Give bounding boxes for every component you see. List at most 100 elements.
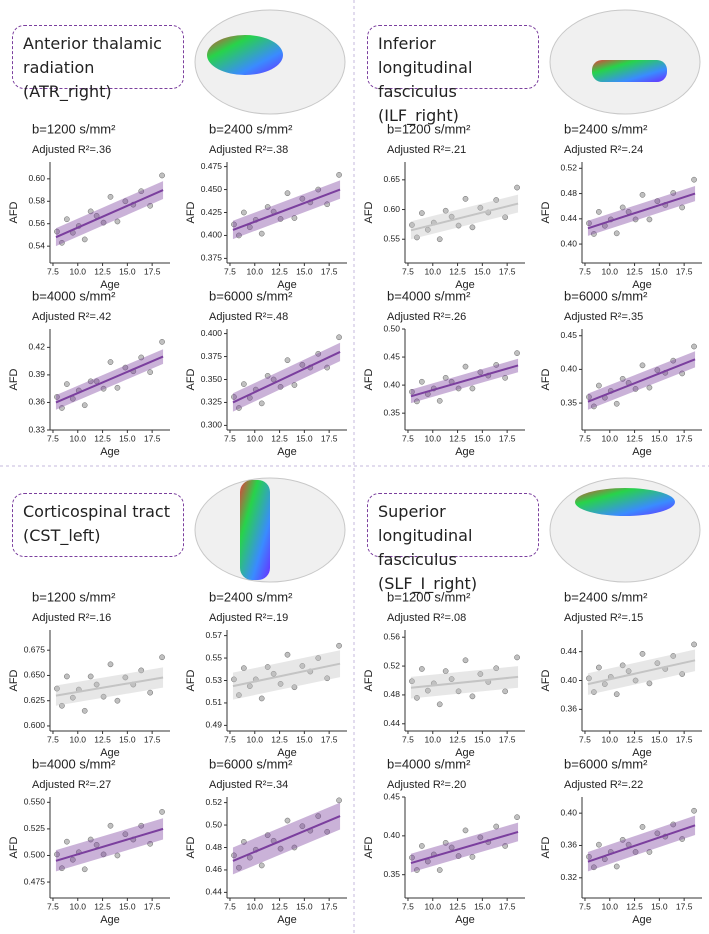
- x-axis-label: Age: [455, 914, 475, 926]
- x-tick-label: 7.5: [224, 266, 236, 276]
- data-point: [264, 372, 271, 379]
- data-point: [54, 394, 60, 400]
- chart-subtitle: Adjusted R²=.16: [32, 612, 111, 624]
- data-point: [147, 202, 154, 209]
- x-tick-label: 7.5: [224, 734, 236, 744]
- data-point: [477, 204, 484, 211]
- data-point: [291, 382, 298, 388]
- x-tick-label: 10.0: [424, 734, 441, 744]
- data-point: [469, 385, 476, 392]
- x-axis-label: Age: [277, 279, 297, 291]
- data-point: [93, 378, 100, 385]
- data-point: [241, 209, 247, 216]
- x-tick-label: 10.0: [69, 266, 86, 276]
- x-tick-label: 15.0: [651, 734, 668, 744]
- data-point: [81, 402, 88, 409]
- x-tick-label: 17.5: [144, 734, 161, 744]
- data-point: [419, 843, 425, 849]
- y-tick-label: 0.60: [383, 204, 400, 214]
- data-point: [493, 197, 500, 203]
- data-point: [159, 172, 165, 179]
- data-point: [632, 386, 639, 392]
- x-tick-label: 10.0: [69, 734, 86, 744]
- y-tick-label: 0.42: [28, 342, 45, 352]
- x-tick-label: 15.0: [119, 433, 136, 443]
- y-tick-label: 0.50: [383, 323, 400, 333]
- data-point: [679, 370, 686, 377]
- y-tick-label: 0.48: [205, 842, 222, 852]
- x-tick-label: 17.5: [321, 901, 338, 911]
- tract-label: Anterior thalamic radiation (ATR_right): [12, 25, 184, 101]
- y-tick-label: 0.425: [201, 207, 223, 217]
- data-point: [114, 218, 121, 225]
- y-tick-label: 0.52: [205, 797, 222, 807]
- data-point: [632, 849, 639, 855]
- data-point: [654, 198, 661, 204]
- x-tick-label: 15.0: [296, 266, 313, 276]
- x-tick-label: 12.5: [449, 734, 466, 744]
- data-point: [236, 232, 242, 239]
- data-point: [462, 827, 469, 834]
- data-point: [107, 193, 114, 200]
- y-tick-label: 0.650: [24, 670, 46, 680]
- data-point: [336, 334, 342, 341]
- chart-title: b=2400 s/mm²: [564, 121, 648, 136]
- data-point: [455, 222, 462, 229]
- data-point: [64, 673, 70, 680]
- y-tick-label: 0.52: [383, 660, 400, 670]
- x-tick-label: 15.0: [119, 266, 136, 276]
- data-point: [586, 853, 592, 860]
- chart-title: b=1200 s/mm²: [32, 589, 116, 604]
- data-point: [270, 670, 277, 677]
- data-point: [596, 382, 602, 389]
- data-point: [502, 688, 509, 695]
- chart-subtitle: Adjusted R²=.19: [209, 612, 288, 624]
- x-tick-label: 10.0: [246, 433, 263, 443]
- data-point: [100, 385, 107, 392]
- y-tick-label: 0.56: [383, 631, 400, 641]
- x-tick-label: 15.0: [119, 734, 136, 744]
- x-tick-label: 12.5: [449, 901, 466, 911]
- data-point: [69, 856, 76, 863]
- data-point: [258, 230, 265, 237]
- y-tick-label: 0.325: [201, 397, 223, 407]
- data-point: [291, 684, 298, 691]
- y-tick-label: 0.49: [205, 720, 222, 730]
- x-tick-label: 17.5: [144, 433, 161, 443]
- y-tick-label: 0.45: [383, 791, 400, 801]
- chart-title: b=6000 s/mm²: [564, 288, 648, 303]
- fit-line: [55, 189, 164, 239]
- y-tick-label: 0.450: [201, 184, 223, 194]
- x-tick-label: 17.5: [499, 266, 516, 276]
- data-point: [336, 172, 342, 178]
- data-point: [409, 678, 415, 685]
- chart-subtitle: Adjusted R²=.36: [32, 144, 111, 156]
- data-point: [639, 362, 646, 369]
- data-point: [462, 363, 469, 370]
- x-tick-label: 15.0: [296, 433, 313, 443]
- brain-image: [549, 9, 701, 115]
- chart-subtitle: Adjusted R²=.48: [209, 311, 288, 323]
- y-tick-label: 0.51: [205, 697, 222, 707]
- y-tick-label: 0.400: [201, 230, 223, 240]
- y-tick-label: 0.46: [205, 864, 222, 874]
- data-point: [122, 364, 129, 371]
- data-point: [59, 702, 65, 709]
- fit-line: [410, 675, 519, 689]
- data-point: [138, 188, 145, 195]
- chart-title: b=4000 s/mm²: [387, 756, 471, 771]
- data-point: [264, 204, 271, 210]
- data-point: [291, 844, 298, 851]
- x-axis-label: Age: [632, 446, 652, 458]
- data-point: [59, 239, 65, 246]
- y-axis-label: AFD: [185, 368, 197, 390]
- data-point: [100, 219, 107, 226]
- x-axis-label: Age: [277, 446, 297, 458]
- data-point: [147, 369, 154, 376]
- x-tick-label: 10.0: [601, 266, 618, 276]
- x-tick-label: 10.0: [246, 901, 263, 911]
- data-point: [299, 195, 306, 202]
- y-tick-label: 0.40: [560, 807, 577, 817]
- data-point: [54, 685, 60, 692]
